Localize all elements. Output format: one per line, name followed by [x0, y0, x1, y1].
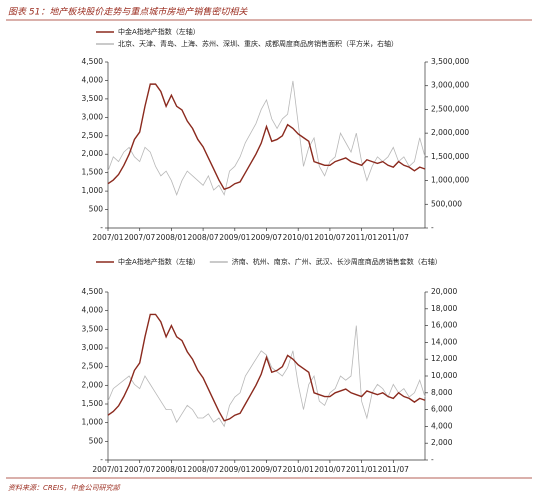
y-tick-label: 4,500: [82, 287, 104, 296]
y2-tick-label: 500,000: [431, 199, 462, 208]
y-tick-label: 500: [89, 436, 104, 445]
y2-tick-label: 20,000: [431, 287, 457, 296]
y2-tick-label: 8,000: [431, 388, 453, 397]
series-line: [107, 325, 426, 428]
y-tick-label: 2,500: [82, 131, 104, 140]
y-tick-label: 1,500: [82, 168, 104, 177]
source-note: 资料来源：CREIS，中金公司研究部: [8, 484, 121, 492]
series-line: [107, 83, 426, 191]
y-tick-label: 2,500: [82, 362, 104, 371]
y-tick-label: -: [100, 223, 103, 232]
x-tick-label: 2008/01: [156, 465, 187, 474]
y2-tick-label: 1,500,000: [431, 152, 469, 161]
x-tick-label: 2008/01: [156, 233, 187, 242]
y2-tick-label: 6,000: [431, 405, 453, 414]
x-tick-label: 2011/01: [346, 465, 377, 474]
y-tick-label: 3,500: [82, 94, 104, 103]
y-tick-label: 2,000: [82, 380, 104, 389]
y2-tick-label: 1,000,000: [431, 176, 469, 185]
x-tick-label: 2009/07: [251, 465, 282, 474]
y-tick-label: 1,000: [82, 186, 104, 195]
y2-tick-label: 12,000: [431, 354, 457, 363]
y2-tick-label: 4,000: [431, 421, 453, 430]
y2-tick-label: 3,500,000: [431, 57, 469, 66]
y-tick-label: 1,500: [82, 399, 104, 408]
x-tick-label: 2009/07: [251, 233, 282, 242]
x-tick-label: 2011/07: [378, 465, 409, 474]
x-tick-label: 2011/07: [378, 233, 409, 242]
legend-label: 北京、天津、青岛、上海、苏州、深圳、重庆、成都周度商品房销售面积（平方米，右轴）: [118, 39, 398, 48]
y2-tick-label: 10,000: [431, 371, 457, 380]
series-line: [107, 313, 426, 422]
x-tick-label: 2010/01: [283, 233, 314, 242]
y-tick-label: 500: [89, 205, 104, 214]
y-tick-label: 4,500: [82, 57, 104, 66]
y2-tick-label: 18,000: [431, 304, 457, 313]
x-tick-label: 2007/07: [124, 465, 155, 474]
x-tick-label: 2007/01: [92, 465, 123, 474]
y-tick-label: 3,000: [82, 343, 104, 352]
x-tick-label: 2008/07: [188, 233, 219, 242]
y-tick-label: 4,000: [82, 306, 104, 315]
y2-tick-label: -: [431, 223, 434, 232]
y-tick-label: 4,000: [82, 75, 104, 84]
x-tick-label: 2010/07: [314, 233, 345, 242]
x-tick-label: 2010/07: [314, 465, 345, 474]
legend-label: 中金A指地产指数（左轴）: [118, 257, 200, 266]
y-tick-label: 3,500: [82, 324, 104, 333]
y2-tick-label: 2,000: [431, 438, 453, 447]
x-tick-label: 2007/01: [92, 233, 123, 242]
y-tick-label: 1,000: [82, 418, 104, 427]
y2-tick-label: 2,500,000: [431, 104, 469, 113]
legend-label: 中金A指地产指数（左轴）: [118, 27, 200, 36]
figure-title: 图表 51：地产板块股价走势与重点城市房地产销售密切相关: [8, 7, 248, 18]
y2-tick-label: 16,000: [431, 321, 457, 330]
x-tick-label: 2009/01: [219, 465, 250, 474]
x-tick-label: 2009/01: [219, 233, 250, 242]
y2-tick-label: 3,000,000: [431, 81, 469, 90]
series-line: [107, 80, 426, 196]
y-tick-label: 3,000: [82, 112, 104, 121]
y-tick-label: 2,000: [82, 149, 104, 158]
legend-label: 济南、杭州、南京、广州、武汉、长沙周度商品房销售套数（右轴）: [232, 257, 442, 266]
x-tick-label: 2007/07: [124, 233, 155, 242]
y2-tick-label: -: [431, 455, 434, 464]
y2-tick-label: 2,000,000: [431, 128, 469, 137]
x-tick-label: 2011/01: [346, 233, 377, 242]
x-tick-label: 2008/07: [188, 465, 219, 474]
x-tick-label: 2010/01: [283, 465, 314, 474]
y2-tick-label: 14,000: [431, 337, 457, 346]
y-tick-label: -: [100, 455, 103, 464]
